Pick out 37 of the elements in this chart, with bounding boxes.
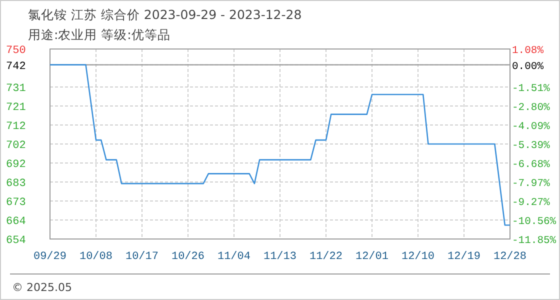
x-tick-label: 09/29	[33, 251, 67, 263]
x-tick-label: 10/17	[125, 251, 159, 263]
y-tick-label: 654	[6, 235, 26, 247]
chart-title: 氯化铵 江苏 综合价 2023-09-29 - 2023-12-28	[28, 7, 302, 22]
chart-subtitle: 用途:农业用 等级:优等品	[28, 27, 170, 42]
x-tick-label: 10/26	[171, 251, 205, 263]
y-tick-label: 673	[6, 197, 26, 209]
y2-tick-label: 1.08%	[512, 45, 544, 57]
y2-tick-label: -9.27%	[512, 197, 551, 210]
x-tick-label: 11/22	[309, 251, 343, 263]
y-tick-label: 692	[6, 159, 26, 171]
y2-tick-label: -5.39%	[512, 140, 551, 152]
y2-tick-label: -6.68%	[512, 159, 551, 172]
x-tick-label: 12/28	[493, 251, 527, 263]
y-tick-label: 742	[6, 60, 26, 73]
y2-tick-label: -4.09%	[512, 120, 551, 133]
y-tick-label: 721	[6, 102, 26, 114]
y2-tick-label: -7.97%	[512, 178, 551, 190]
y2-tick-label: -11.85%	[512, 235, 557, 247]
y-tick-label: 731	[6, 83, 26, 95]
y-tick-label: 683	[6, 178, 26, 190]
x-tick-label: 11/04	[217, 251, 251, 263]
y2-tick-label: 0.00%	[512, 60, 544, 73]
y2-tick-label: -2.80%	[512, 102, 551, 114]
x-tick-label: 12/01	[355, 251, 389, 263]
x-tick-label: 11/13	[263, 251, 297, 263]
text: © 2025.05	[12, 281, 72, 294]
y-tick-label: 664	[6, 216, 26, 228]
x-tick-label: 10/08	[79, 251, 113, 263]
y-tick-label: 702	[6, 140, 26, 152]
y2-tick-label: -10.56%	[512, 216, 557, 228]
x-tick-label: 12/19	[447, 251, 481, 263]
x-tick-label: 12/10	[401, 251, 435, 263]
line-series	[49, 64, 511, 226]
y-tick-label: 750	[6, 45, 26, 57]
y2-tick-label: -1.51%	[512, 83, 551, 96]
y-tick-label: 712	[6, 121, 26, 133]
